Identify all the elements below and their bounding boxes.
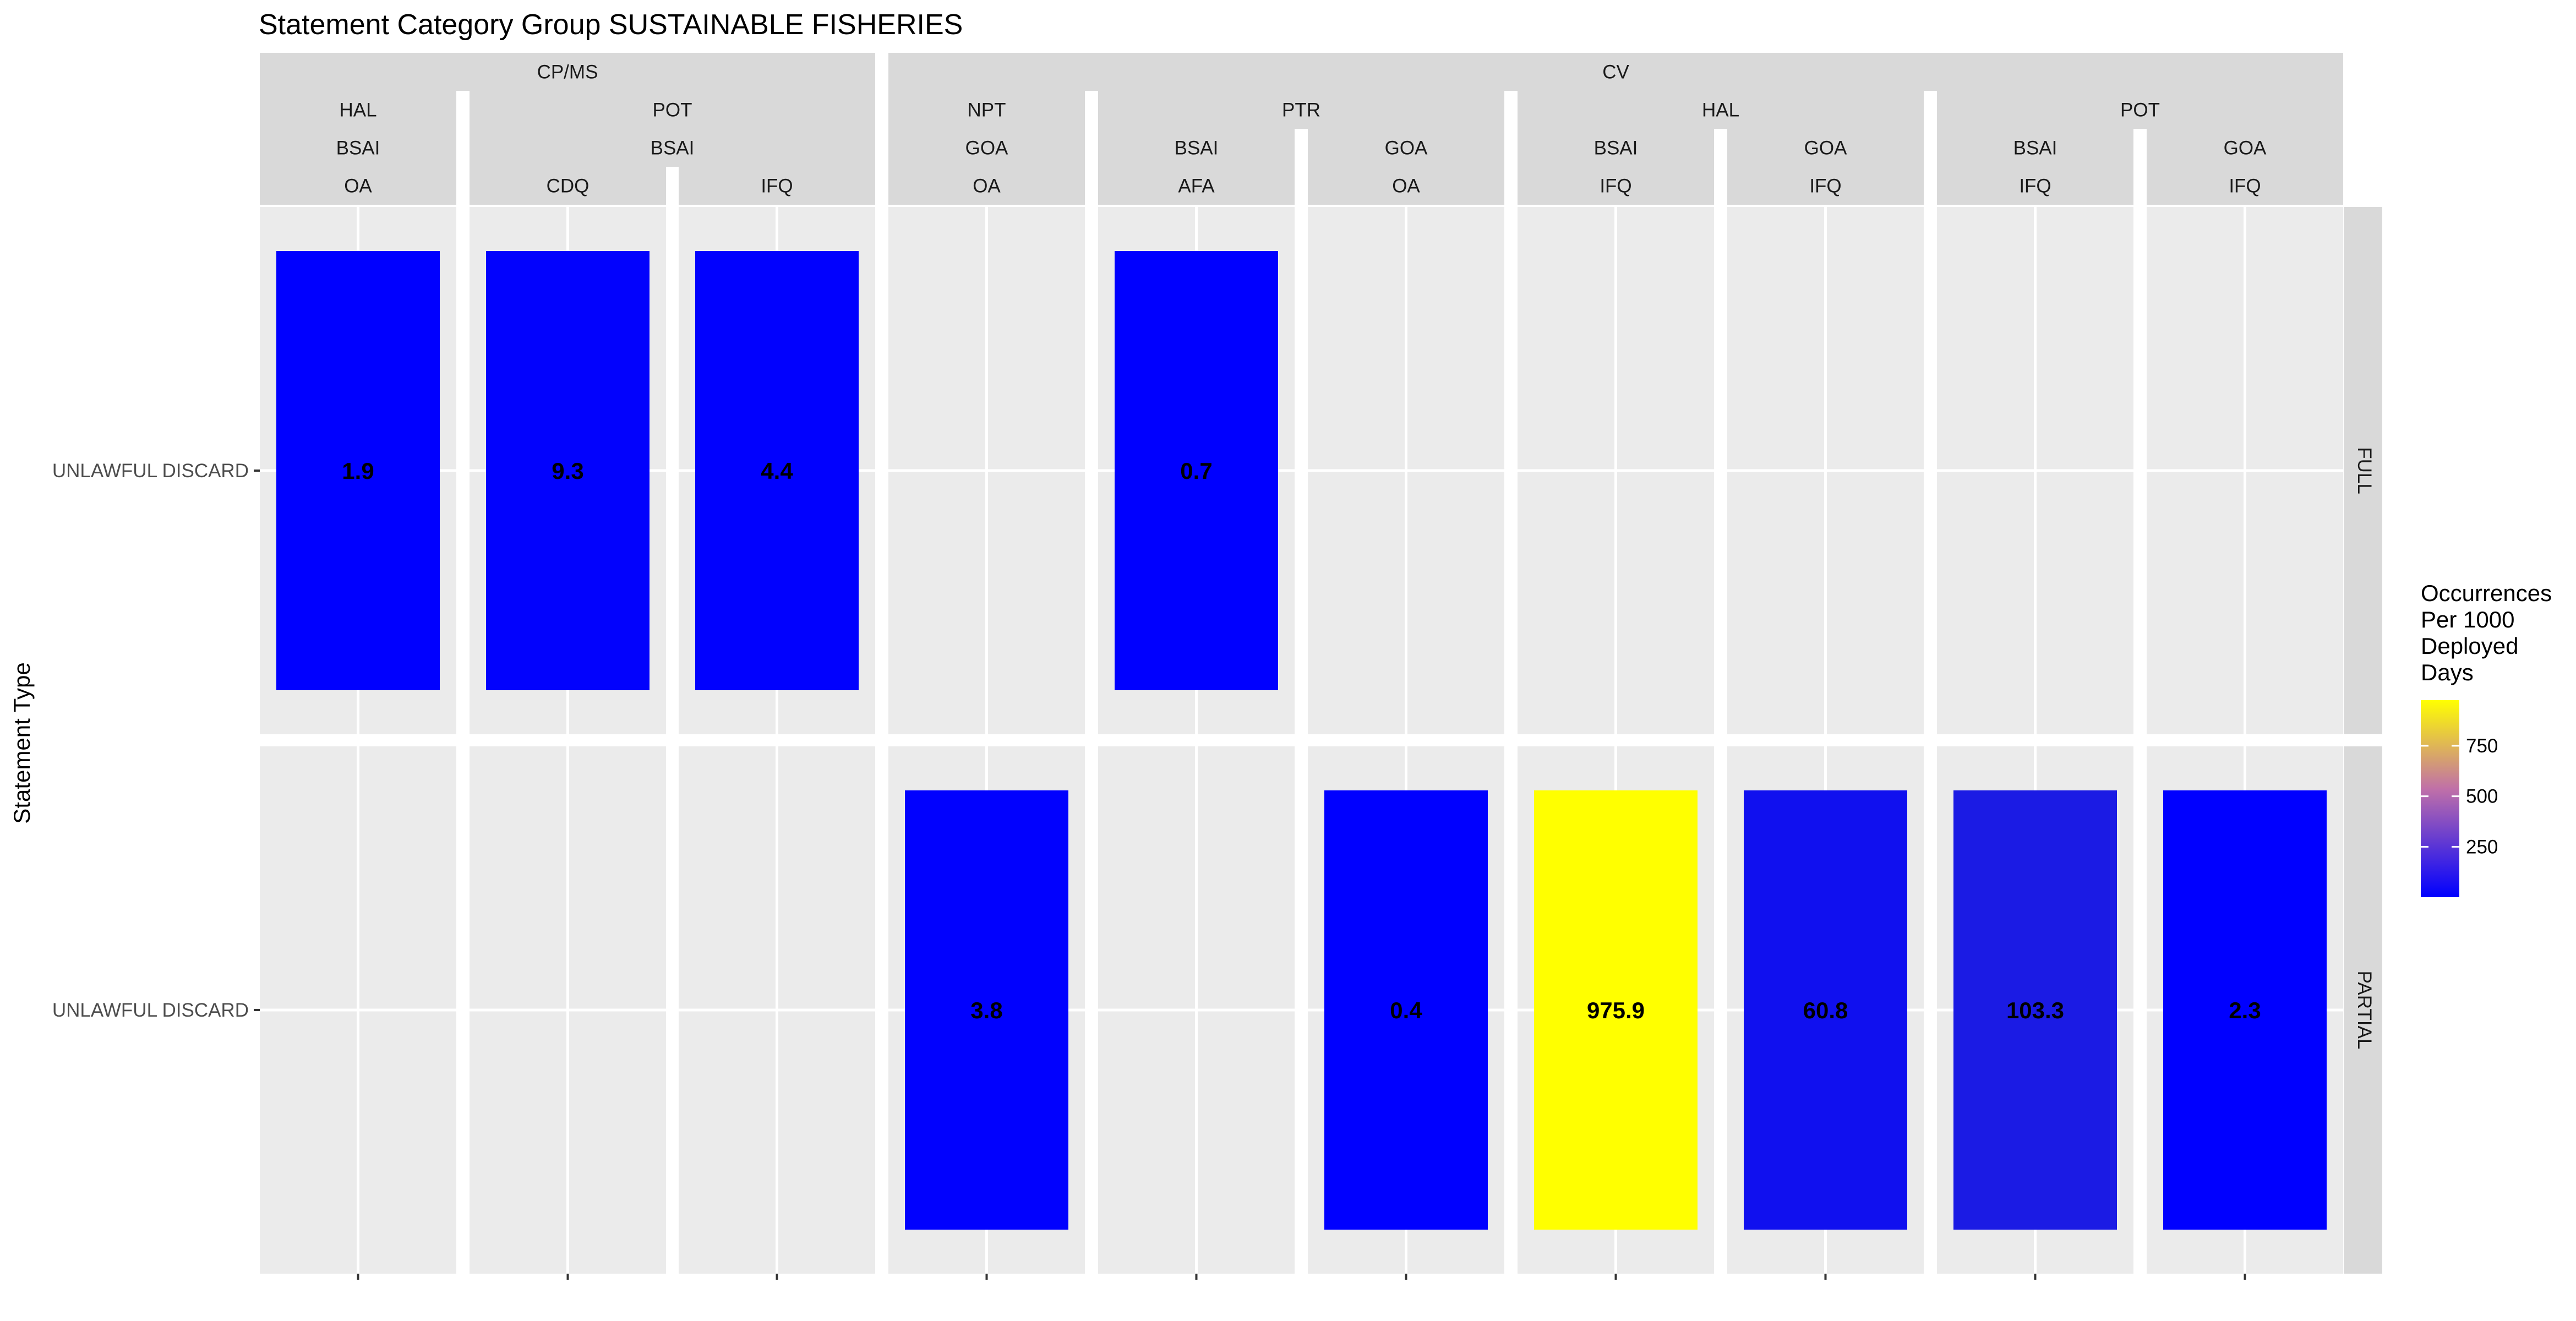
strip-bg: [1937, 91, 2343, 129]
strip-label-level4: IFQ: [2019, 176, 2051, 197]
data-label: 9.3: [552, 458, 583, 484]
strip-label-level3: GOA: [965, 138, 1008, 159]
strip-bg: [888, 167, 1085, 205]
strip-label-level3: GOA: [2224, 138, 2267, 159]
strip-bg: [1308, 129, 1504, 167]
bar: [1115, 251, 1278, 690]
strip-label-level4: AFA: [1178, 176, 1215, 197]
strip-label-level4: IFQ: [2229, 176, 2261, 197]
strip-bg: [888, 53, 2343, 91]
bar: [1324, 790, 1488, 1230]
strip-label-level3: BSAI: [1175, 138, 1219, 159]
bar: [1534, 790, 1698, 1230]
strip-bg: [1937, 129, 2133, 167]
strip-bg: [679, 167, 875, 205]
strip-bg: [260, 129, 456, 167]
strip-label-level3: BSAI: [2013, 138, 2057, 159]
strip-label-level3: BSAI: [336, 138, 380, 159]
strip-label-level2: NPT: [968, 100, 1006, 121]
strip-label-level3: GOA: [1804, 138, 1847, 159]
strip-bg: [1308, 167, 1504, 205]
row-strip-bg: [2344, 746, 2382, 1274]
strip-bg: [1098, 167, 1295, 205]
bar: [905, 790, 1068, 1230]
strip-bg: [260, 91, 456, 129]
strip-bg: [1727, 167, 1924, 205]
strip-bg: [1937, 167, 2133, 205]
strip-bg: [470, 91, 875, 129]
row-strip-label: PARTIAL: [2354, 971, 2375, 1050]
bar: [276, 251, 440, 690]
legend-tick-label: 250: [2466, 836, 2498, 858]
x-axis: [357, 1274, 2246, 1280]
strip-label-level1: CP/MS: [537, 62, 598, 83]
strip-label-level3: BSAI: [651, 138, 695, 159]
legend-tick-label: 500: [2466, 786, 2498, 807]
strip-bg: [260, 167, 456, 205]
legend-title-line: Occurrences: [2421, 580, 2552, 606]
row-strip-bg: [2344, 207, 2382, 734]
strip-bg: [1518, 91, 1924, 129]
data-label: 4.4: [761, 458, 793, 484]
strip-label-level4: OA: [344, 176, 372, 197]
y-tick-label: UNLAWFUL DISCARD: [52, 1000, 249, 1021]
chart-title: Statement Category Group SUSTAINABLE FIS…: [259, 9, 963, 41]
strip-bg: [2147, 167, 2343, 205]
facet-panels: 1.9 9.3 4.4 0.7 3.8 0.4 975.9 60.8 103.3 2.3: [260, 207, 2343, 1274]
strip-label-level1: CV: [1602, 62, 1629, 83]
strip-label-level3: BSAI: [1594, 138, 1638, 159]
strip-bg: [1727, 129, 1924, 167]
row-strips: FULL PARTIAL: [2344, 207, 2382, 1274]
strip-label-level4: IFQ: [761, 176, 793, 197]
legend-title-line: Per 1000: [2421, 607, 2514, 632]
strip-label-level3: GOA: [1385, 138, 1428, 159]
strip-bg: [1518, 167, 1714, 205]
data-label: 0.4: [1390, 997, 1422, 1023]
strip-label-level2: PTR: [1282, 100, 1320, 121]
facet-strips: CP/MS CV HAL POT NPT PTR HAL POT BSAI BSAI GOA BSAI…: [260, 53, 2343, 205]
legend-tick-label: 750: [2466, 735, 2498, 757]
strip-bg: [260, 53, 875, 91]
y-tick-label: UNLAWFUL DISCARD: [52, 460, 249, 482]
strip-label-level4: IFQ: [1600, 176, 1631, 197]
strip-label-level4: OA: [1392, 176, 1420, 197]
strip-label-level4: IFQ: [1809, 176, 1841, 197]
strip-label-level2: HAL: [339, 100, 376, 121]
y-axis-title: Statement Type: [9, 662, 35, 823]
data-label: 1.9: [342, 458, 374, 484]
strip-bg: [470, 167, 666, 205]
legend-title-line: Days: [2421, 659, 2474, 685]
data-label: 2.3: [2229, 997, 2261, 1023]
bar: [486, 251, 650, 690]
strip-bg: [888, 129, 1085, 167]
row-strip-label: FULL: [2354, 447, 2375, 494]
strip-label-level2: POT: [653, 100, 692, 121]
legend-colorbar: [2421, 700, 2459, 897]
bar: [2163, 790, 2327, 1230]
data-label: 3.8: [970, 997, 1002, 1023]
strip-label-level2: HAL: [1702, 100, 1739, 121]
data-label: 103.3: [2006, 997, 2064, 1023]
bar: [1744, 790, 1907, 1230]
strip-bg: [888, 91, 1085, 129]
bar: [695, 251, 859, 690]
strip-bg: [470, 129, 875, 167]
strip-bg: [1098, 129, 1295, 167]
strip-label-level4: OA: [973, 176, 1001, 197]
data-label: 975.9: [1587, 997, 1645, 1023]
data-label: 60.8: [1803, 997, 1848, 1023]
legend-title-line: Deployed: [2421, 633, 2518, 659]
strip-label-level4: CDQ: [547, 176, 590, 197]
strip-bg: [1098, 91, 1504, 129]
strip-label-level2: POT: [2120, 100, 2160, 121]
y-axis: UNLAWFUL DISCARD UNLAWFUL DISCARD: [52, 460, 260, 1021]
bar: [1953, 790, 2117, 1230]
strip-bg: [1518, 129, 1714, 167]
data-label: 0.7: [1180, 458, 1212, 484]
strip-bg: [2147, 129, 2343, 167]
